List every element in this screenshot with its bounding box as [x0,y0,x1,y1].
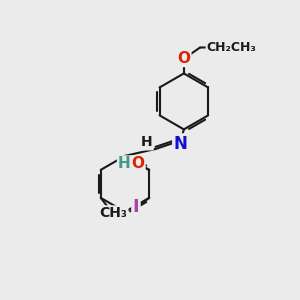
Text: N: N [173,134,187,152]
Text: H: H [118,157,131,172]
Text: H: H [141,135,153,149]
Text: I: I [133,198,139,216]
Text: O: O [131,157,145,172]
Text: CH₃: CH₃ [100,206,127,220]
Text: CH₂CH₃: CH₂CH₃ [207,41,256,54]
Text: O: O [177,51,190,66]
